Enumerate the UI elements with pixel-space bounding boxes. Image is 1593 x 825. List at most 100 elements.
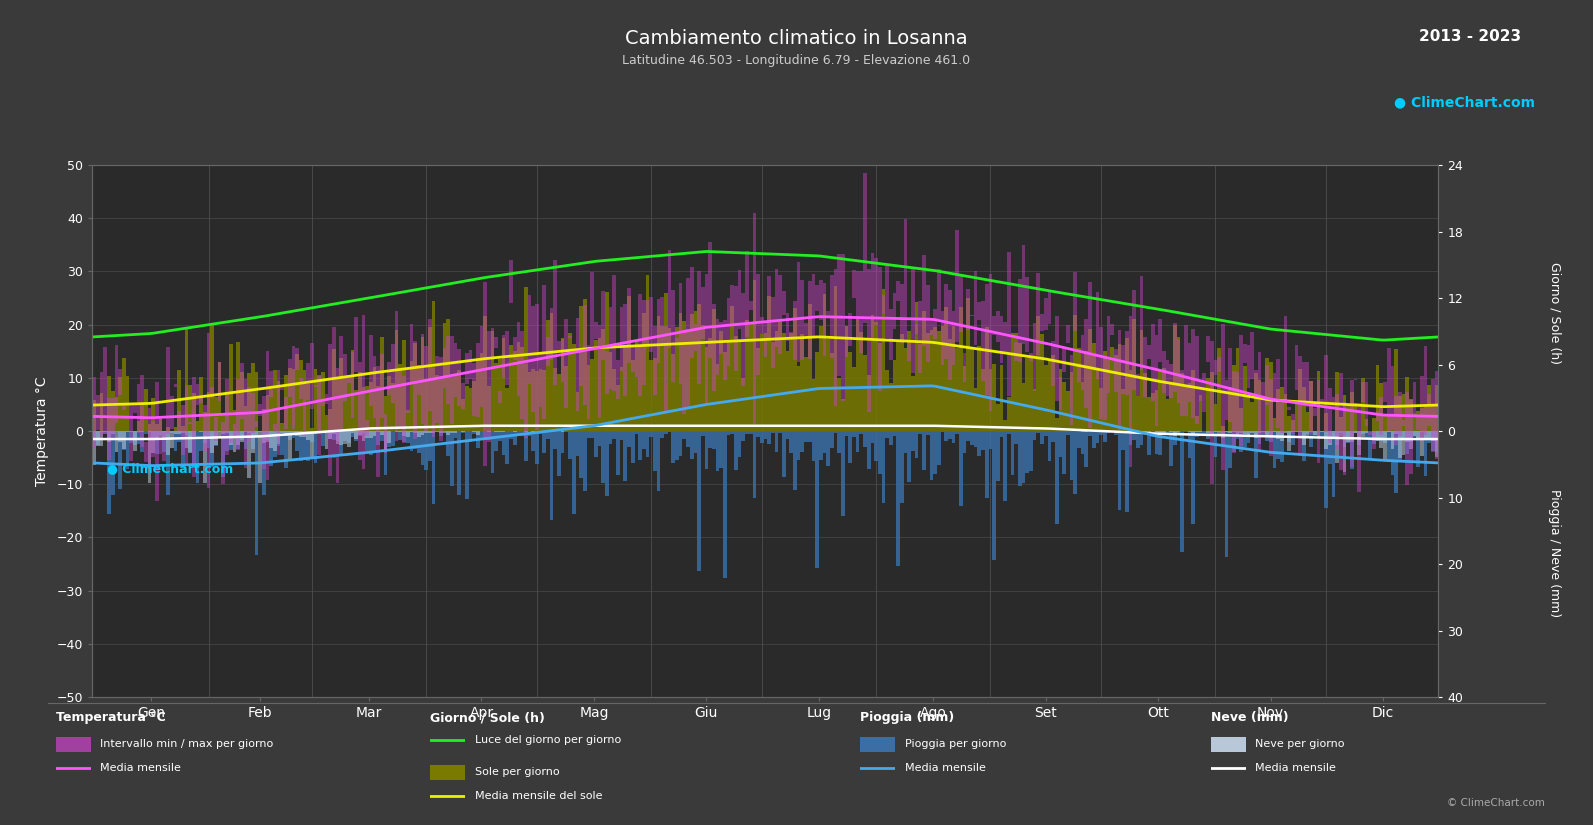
Bar: [487, 431, 491, 432]
Bar: [1074, 315, 1077, 431]
Bar: [612, 275, 616, 391]
Bar: [1309, 381, 1313, 434]
Bar: [1010, 333, 1015, 431]
Bar: [1399, 396, 1402, 431]
Bar: [1343, 431, 1346, 447]
Bar: [1380, 383, 1383, 431]
Bar: [808, 280, 811, 359]
Bar: [112, 391, 115, 431]
Bar: [1150, 431, 1155, 436]
Bar: [1372, 418, 1376, 431]
Bar: [1217, 431, 1220, 432]
Bar: [129, 431, 132, 442]
Bar: [863, 355, 867, 431]
Bar: [550, 313, 553, 431]
Bar: [1139, 330, 1144, 431]
Bar: [981, 431, 984, 450]
Bar: [443, 323, 446, 431]
Bar: [381, 431, 384, 441]
Bar: [605, 431, 609, 497]
Bar: [1063, 346, 1066, 372]
Bar: [811, 274, 816, 338]
Bar: [779, 276, 782, 354]
Bar: [429, 431, 432, 460]
Bar: [1007, 252, 1010, 396]
Bar: [1066, 431, 1069, 435]
Bar: [311, 427, 314, 431]
Bar: [712, 309, 715, 431]
Bar: [594, 340, 597, 431]
Bar: [174, 384, 177, 388]
Bar: [841, 399, 844, 431]
Bar: [903, 431, 908, 452]
Bar: [720, 431, 723, 468]
Bar: [280, 431, 284, 432]
Bar: [785, 431, 790, 439]
Bar: [1096, 292, 1099, 379]
Bar: [417, 365, 421, 431]
Bar: [1254, 431, 1258, 478]
Bar: [331, 431, 336, 440]
Bar: [704, 274, 709, 405]
Bar: [1180, 370, 1184, 417]
Bar: [468, 350, 472, 379]
Bar: [454, 342, 457, 397]
Bar: [1239, 408, 1243, 431]
Bar: [123, 405, 126, 410]
Bar: [177, 431, 182, 434]
Bar: [1147, 398, 1150, 431]
Bar: [166, 347, 170, 434]
Bar: [358, 431, 362, 435]
Bar: [709, 338, 712, 431]
Bar: [376, 366, 381, 477]
Bar: [446, 431, 451, 435]
Bar: [1301, 361, 1306, 407]
Bar: [413, 431, 417, 449]
Bar: [381, 354, 384, 418]
Bar: [679, 283, 682, 384]
Bar: [284, 375, 288, 431]
Bar: [1195, 431, 1200, 432]
Bar: [849, 313, 852, 346]
Bar: [1069, 431, 1074, 480]
Bar: [115, 345, 118, 423]
Bar: [790, 431, 793, 453]
Bar: [207, 393, 210, 431]
Bar: [1125, 431, 1129, 512]
Bar: [937, 431, 940, 465]
Bar: [527, 431, 530, 436]
Bar: [174, 431, 177, 451]
Bar: [1099, 431, 1102, 435]
Bar: [1343, 431, 1346, 472]
Bar: [151, 398, 155, 431]
Bar: [951, 431, 956, 443]
Bar: [538, 431, 542, 432]
Bar: [252, 363, 255, 431]
Bar: [1200, 380, 1203, 401]
Bar: [277, 431, 280, 444]
Bar: [1177, 337, 1180, 431]
Bar: [875, 258, 878, 325]
Bar: [406, 431, 409, 442]
Bar: [1360, 378, 1365, 431]
Bar: [580, 306, 583, 431]
Bar: [132, 405, 137, 412]
Bar: [833, 269, 838, 406]
Bar: [288, 431, 292, 460]
Bar: [1368, 431, 1372, 458]
Bar: [768, 431, 771, 444]
Bar: [1258, 380, 1262, 431]
Bar: [413, 431, 417, 433]
Bar: [1161, 431, 1166, 432]
Bar: [342, 376, 347, 431]
Bar: [272, 431, 277, 451]
Bar: [811, 380, 816, 431]
Bar: [1077, 348, 1080, 431]
Bar: [188, 431, 193, 454]
Bar: [634, 340, 639, 431]
Bar: [1228, 387, 1231, 431]
Bar: [1161, 351, 1166, 394]
Bar: [1416, 411, 1419, 431]
Bar: [1118, 345, 1121, 431]
Bar: [580, 350, 583, 386]
